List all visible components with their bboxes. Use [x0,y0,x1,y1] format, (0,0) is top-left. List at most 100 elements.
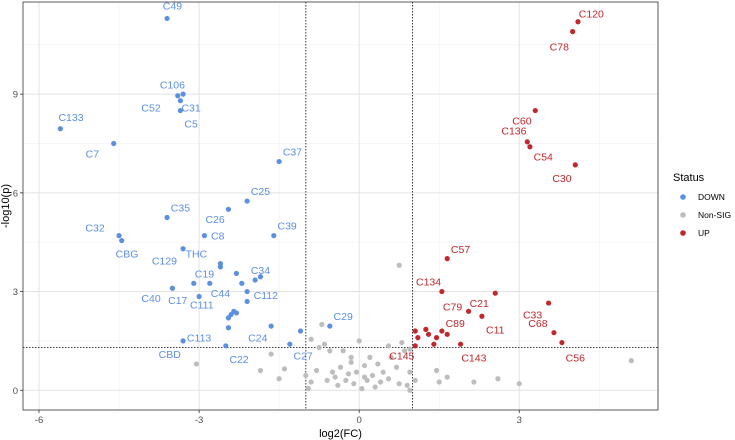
x-tick-label: -3 [195,415,203,426]
point-label: C24 [248,333,267,345]
point-non-sig [348,359,354,365]
point-label: C134 [416,277,441,289]
point-up [532,107,538,114]
point-down [207,280,213,286]
point-non-sig [356,338,362,344]
point-non-sig [367,354,373,360]
point-non-sig [361,362,368,369]
plot-panel-border [22,1,659,411]
point-down [257,274,264,280]
point-non-sig [335,382,341,388]
point-up [431,341,437,347]
point-up [546,300,552,306]
point-label: C33 [523,310,542,322]
point-label: C60 [512,115,531,127]
point-down [217,264,224,270]
point-down [225,325,232,331]
point-non-sig [353,369,360,375]
point-label: C27 [294,351,313,363]
point-non-sig [516,381,522,387]
point-non-sig [375,361,381,367]
point-down [119,237,125,244]
y-tick-label: 0 [13,386,18,397]
point-down [297,328,304,334]
point-down [180,246,186,252]
point-label: C29 [334,311,353,323]
point-label: C129 [152,255,177,267]
point-non-sig [399,339,405,346]
point-label: C143 [461,352,486,364]
point-down [225,315,232,321]
point-down [201,233,208,239]
point-down [268,323,274,329]
point-non-sig [407,369,413,375]
grid [23,2,658,410]
point-label: C22 [229,354,248,366]
point-non-sig [257,367,264,374]
point-label: C40 [141,293,160,305]
point-non-sig [308,336,314,342]
point-down [191,280,197,286]
point-down [164,15,170,22]
point-up [412,328,418,334]
legend-entry-label: UP [698,228,710,238]
point-label: C32 [85,222,104,234]
point-label: C17 [168,295,187,307]
point-non-sig [305,386,312,392]
point-non-sig [396,381,402,387]
point-label: C136 [501,125,526,137]
point-label: C52 [141,102,160,114]
point-label: C35 [171,203,190,215]
point-label: C44 [211,288,230,300]
legend-entry-label: DOWN [698,192,725,202]
point-label: C57 [451,244,470,256]
point-non-sig [495,376,501,382]
axis-ticks: -6 -3 0 3 0 3 6 9 [13,90,522,426]
point-non-sig [444,374,450,380]
y-tick-label: 6 [13,188,18,199]
point-down [116,233,122,239]
point-non-sig [327,348,333,354]
point-non-sig [396,262,402,268]
point-label: C30 [552,173,571,185]
point-non-sig [393,364,400,370]
point-non-sig [404,382,410,388]
point-label: C5 [184,119,198,131]
legend-title: Status [673,172,705,184]
point-label: C11 [486,324,505,336]
point-down [244,288,250,295]
point-down [276,158,282,165]
point-label: C37 [283,147,302,159]
point-non-sig [268,351,274,357]
point-non-sig [388,354,394,360]
point-down [244,298,250,305]
point-non-sig [359,386,365,392]
point-up [492,290,498,296]
point-non-sig [316,344,322,351]
legend: Status DOWN Non-SIG UP [673,172,731,238]
point-up [551,330,557,336]
point-label: C112 [254,290,278,302]
point-label: C25 [251,186,270,198]
point-non-sig [348,354,354,360]
point-up [524,139,530,145]
point-non-sig [276,376,282,382]
point-non-sig [332,374,338,380]
point-down [223,343,229,349]
point-non-sig [281,366,288,372]
point-up [433,335,440,341]
legend-key [680,230,686,236]
point-label: C68 [528,318,547,330]
y-tick-label: 3 [13,287,18,298]
point-non-sig [337,364,344,370]
point-label: C56 [566,352,585,364]
point-non-sig [343,377,349,383]
point-up [444,256,450,262]
point-label: C26 [205,214,224,226]
point-non-sig [407,387,413,393]
point-down [244,198,250,204]
point-label: C106 [160,79,185,91]
point-label: CBG [116,249,139,261]
point-down [111,140,117,147]
